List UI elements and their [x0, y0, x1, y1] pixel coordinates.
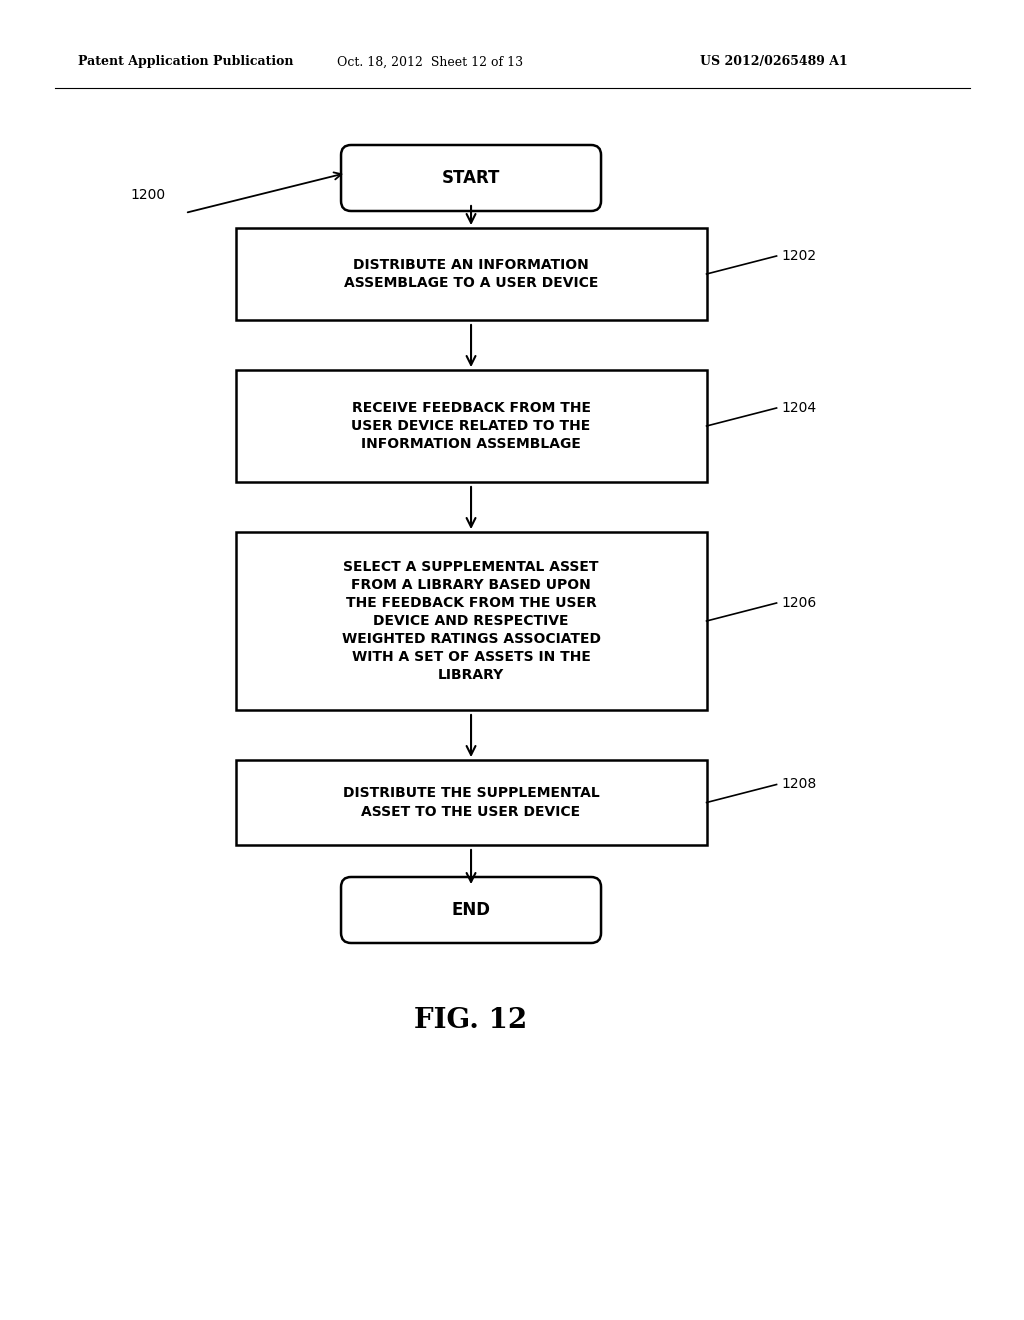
- Text: 1206: 1206: [781, 597, 817, 610]
- Text: US 2012/0265489 A1: US 2012/0265489 A1: [700, 55, 848, 69]
- Bar: [236, 370, 707, 482]
- Bar: [236, 760, 707, 845]
- Text: START: START: [441, 169, 501, 187]
- FancyBboxPatch shape: [341, 876, 601, 942]
- FancyBboxPatch shape: [341, 145, 601, 211]
- Text: END: END: [452, 902, 490, 919]
- Text: 1204: 1204: [781, 401, 817, 414]
- Text: Patent Application Publication: Patent Application Publication: [78, 55, 294, 69]
- Text: 1200: 1200: [130, 187, 165, 202]
- Text: DISTRIBUTE THE SUPPLEMENTAL
ASSET TO THE USER DEVICE: DISTRIBUTE THE SUPPLEMENTAL ASSET TO THE…: [343, 787, 599, 818]
- Text: FIG. 12: FIG. 12: [415, 1006, 527, 1034]
- Text: DISTRIBUTE AN INFORMATION
ASSEMBLAGE TO A USER DEVICE: DISTRIBUTE AN INFORMATION ASSEMBLAGE TO …: [344, 257, 598, 290]
- Text: 1208: 1208: [781, 777, 817, 792]
- Text: Oct. 18, 2012  Sheet 12 of 13: Oct. 18, 2012 Sheet 12 of 13: [337, 55, 523, 69]
- Text: RECEIVE FEEDBACK FROM THE
USER DEVICE RELATED TO THE
INFORMATION ASSEMBLAGE: RECEIVE FEEDBACK FROM THE USER DEVICE RE…: [351, 400, 591, 451]
- Text: 1202: 1202: [781, 249, 817, 263]
- Bar: [236, 228, 707, 319]
- Text: SELECT A SUPPLEMENTAL ASSET
FROM A LIBRARY BASED UPON
THE FEEDBACK FROM THE USER: SELECT A SUPPLEMENTAL ASSET FROM A LIBRA…: [342, 561, 600, 681]
- Bar: [236, 532, 707, 710]
